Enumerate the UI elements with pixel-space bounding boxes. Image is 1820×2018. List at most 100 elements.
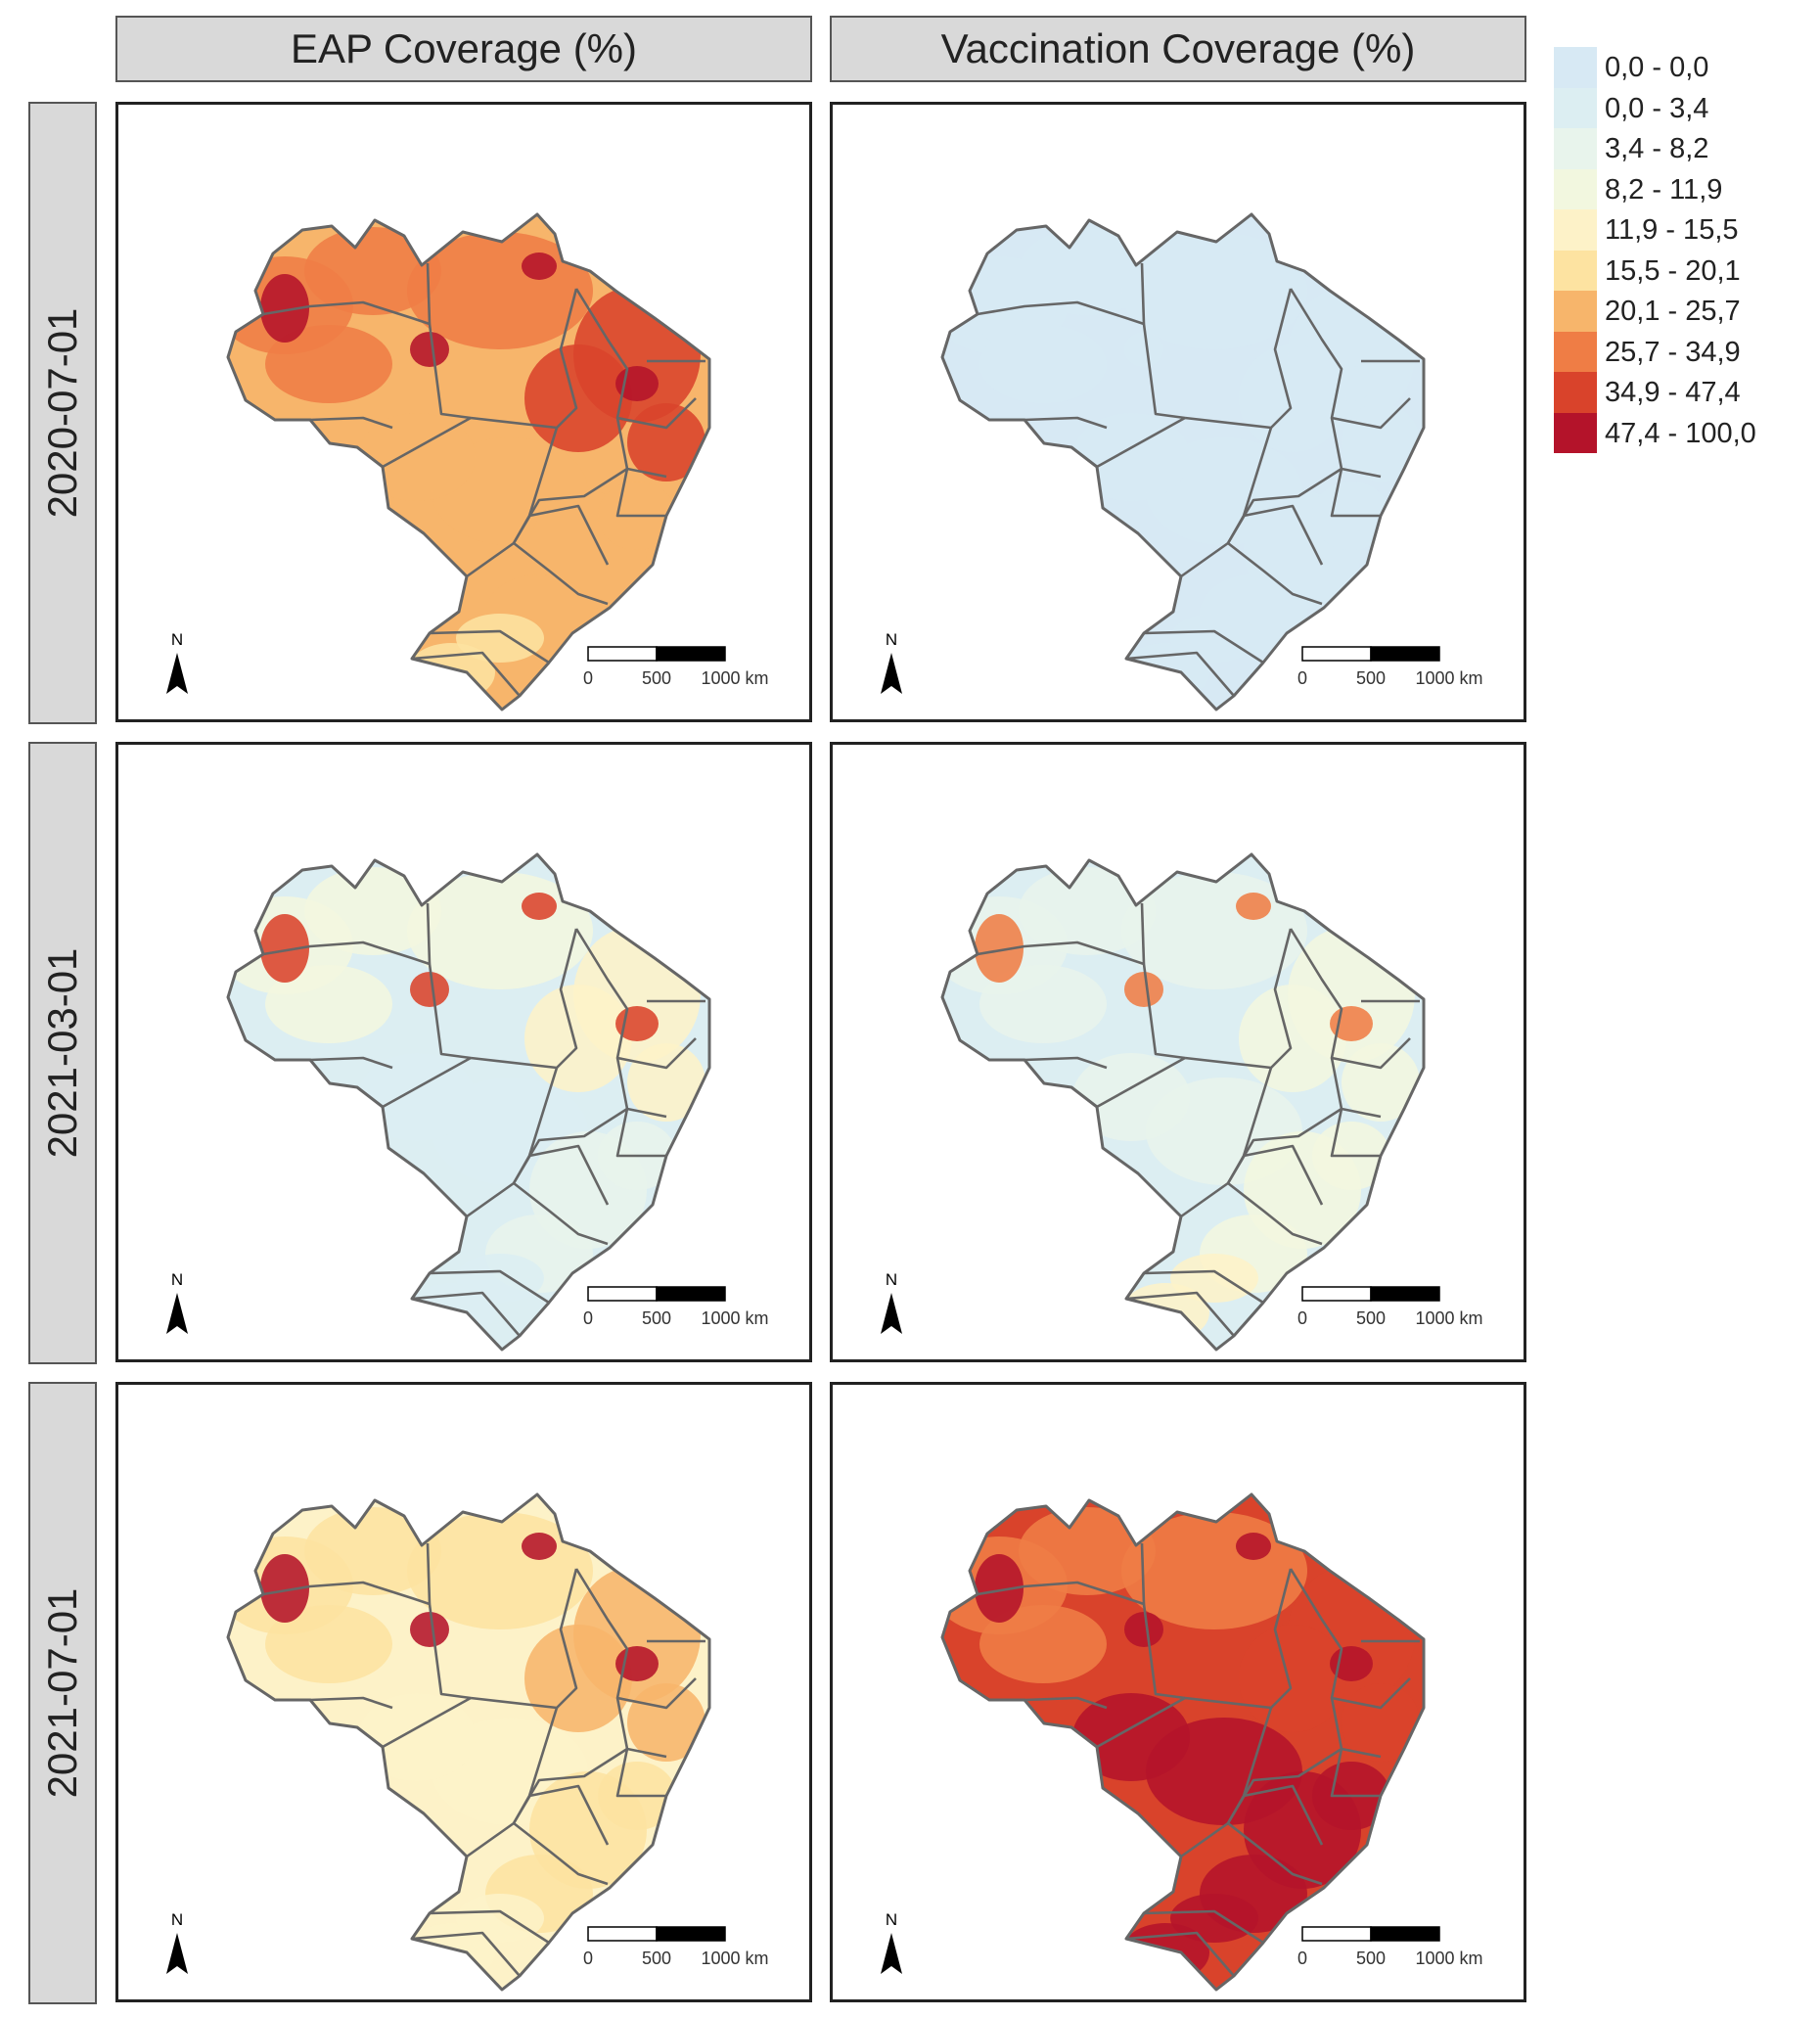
state-border [616,1677,697,1710]
region-north [1019,1507,1156,1595]
country-outline [940,852,1426,1352]
region-hotspots [1124,972,1163,1007]
state-border [1125,1291,1235,1337]
scale-label: 1000 km [701,1949,768,1968]
brazil-choropleth: N 0 500 1000 km [166,212,769,711]
state-border [574,288,667,479]
state-border [1330,1108,1381,1158]
row-header-2021-03-01: 2021-03-01 [28,742,97,1364]
region-northeast [524,344,632,452]
region-hotspots [410,332,449,367]
state-border [574,1568,667,1759]
state-border [1142,323,1186,420]
north-label: N [886,1270,897,1289]
state-border [1142,1603,1186,1700]
state-border [528,1784,610,1846]
state-border [1125,651,1235,697]
map-panel-eap-2020-07: N 0 500 1000 km [115,102,812,722]
region-south [456,1894,544,1943]
map-panel-eap-2021-07: N 0 500 1000 km [115,1382,812,2002]
scale-segment [656,646,726,662]
state-border [615,1748,666,1798]
country-outline [940,1492,1426,1992]
north-arrow: N [881,1270,902,1334]
brazil-choropleth: N 0 500 1000 km [166,852,769,1352]
column-header-vaccination: Vaccination Coverage (%) [830,16,1526,82]
scale-segment [656,1286,726,1302]
region-north [304,227,441,315]
state-border [977,1581,1145,1606]
region-hotspots [975,1554,1024,1623]
legend-swatch [1554,412,1597,453]
region-south [1170,1894,1258,1943]
map-panel-vaccination-2021-07: N 0 500 1000 km [830,1382,1526,2002]
state-border [466,427,559,578]
row-header-2021-07-01: 2021-07-01 [28,1382,97,2004]
scale-segment [1370,1286,1440,1302]
region-south [456,614,544,663]
arrow-shape [166,1933,188,1974]
state-border [466,1707,559,1858]
state-border [428,323,472,420]
scale-segment [1301,646,1372,662]
state-border [1331,1677,1411,1710]
region-northeast [1342,403,1420,482]
state-border [1289,1568,1382,1759]
region-centerwest [358,1693,476,1781]
state-border [382,1696,472,1749]
state-border [1227,1181,1323,1246]
north-label: N [171,1910,183,1929]
arrow-shape [881,1933,902,1974]
state-border [429,629,550,665]
state-border [1140,1542,1146,1605]
scale-segment [656,1926,726,1942]
region-centerwest [358,1053,476,1141]
region-north [304,1507,441,1595]
state-border [1180,1707,1273,1858]
scale-label: 500 [642,1308,671,1328]
region-north [304,867,441,955]
scale-label: 1000 km [1415,1949,1482,1968]
region-hotspots [1236,252,1271,280]
region-centerwest [1072,1053,1190,1141]
state-border [426,262,432,325]
region-centerwest [358,413,476,501]
state-border [616,397,697,430]
region-north [265,325,392,403]
state-border [1024,1056,1108,1070]
scale-label: 0 [583,1308,593,1328]
state-border [411,651,521,697]
brazil-choropleth: N 0 500 1000 km [881,1492,1483,1992]
state-border [1096,416,1186,469]
legend-swatch [1554,372,1597,413]
state-border [977,300,1145,326]
scale-segment [587,646,658,662]
region-northeast [627,1043,705,1122]
north-label: N [171,1270,183,1289]
state-border [470,928,578,1070]
state-border [1184,288,1293,430]
legend-swatch [1554,250,1597,291]
country-outline [226,212,711,711]
state-border [1227,1821,1323,1886]
north-arrow: N [166,1910,188,1974]
scale-label: 500 [642,1949,671,1968]
state-border [1184,928,1293,1070]
state-border [1125,1931,1235,1977]
scale-bar: 0 500 1000 km [1297,646,1483,688]
state-border [428,1603,472,1700]
legend-swatch [1554,331,1597,372]
region-south [1170,1254,1258,1303]
state-border [528,504,610,566]
region-northeast [524,985,632,1092]
north-arrow: N [166,630,188,694]
scale-label: 0 [1297,1308,1307,1328]
state-border [1096,1056,1186,1109]
region-north [265,965,392,1043]
region-hotspots [410,1612,449,1647]
region-northeast [1239,985,1346,1092]
state-border [1096,1696,1186,1749]
state-border [1243,504,1324,566]
arrow-shape [881,1293,902,1334]
scale-bar: 0 500 1000 km [583,1286,769,1328]
